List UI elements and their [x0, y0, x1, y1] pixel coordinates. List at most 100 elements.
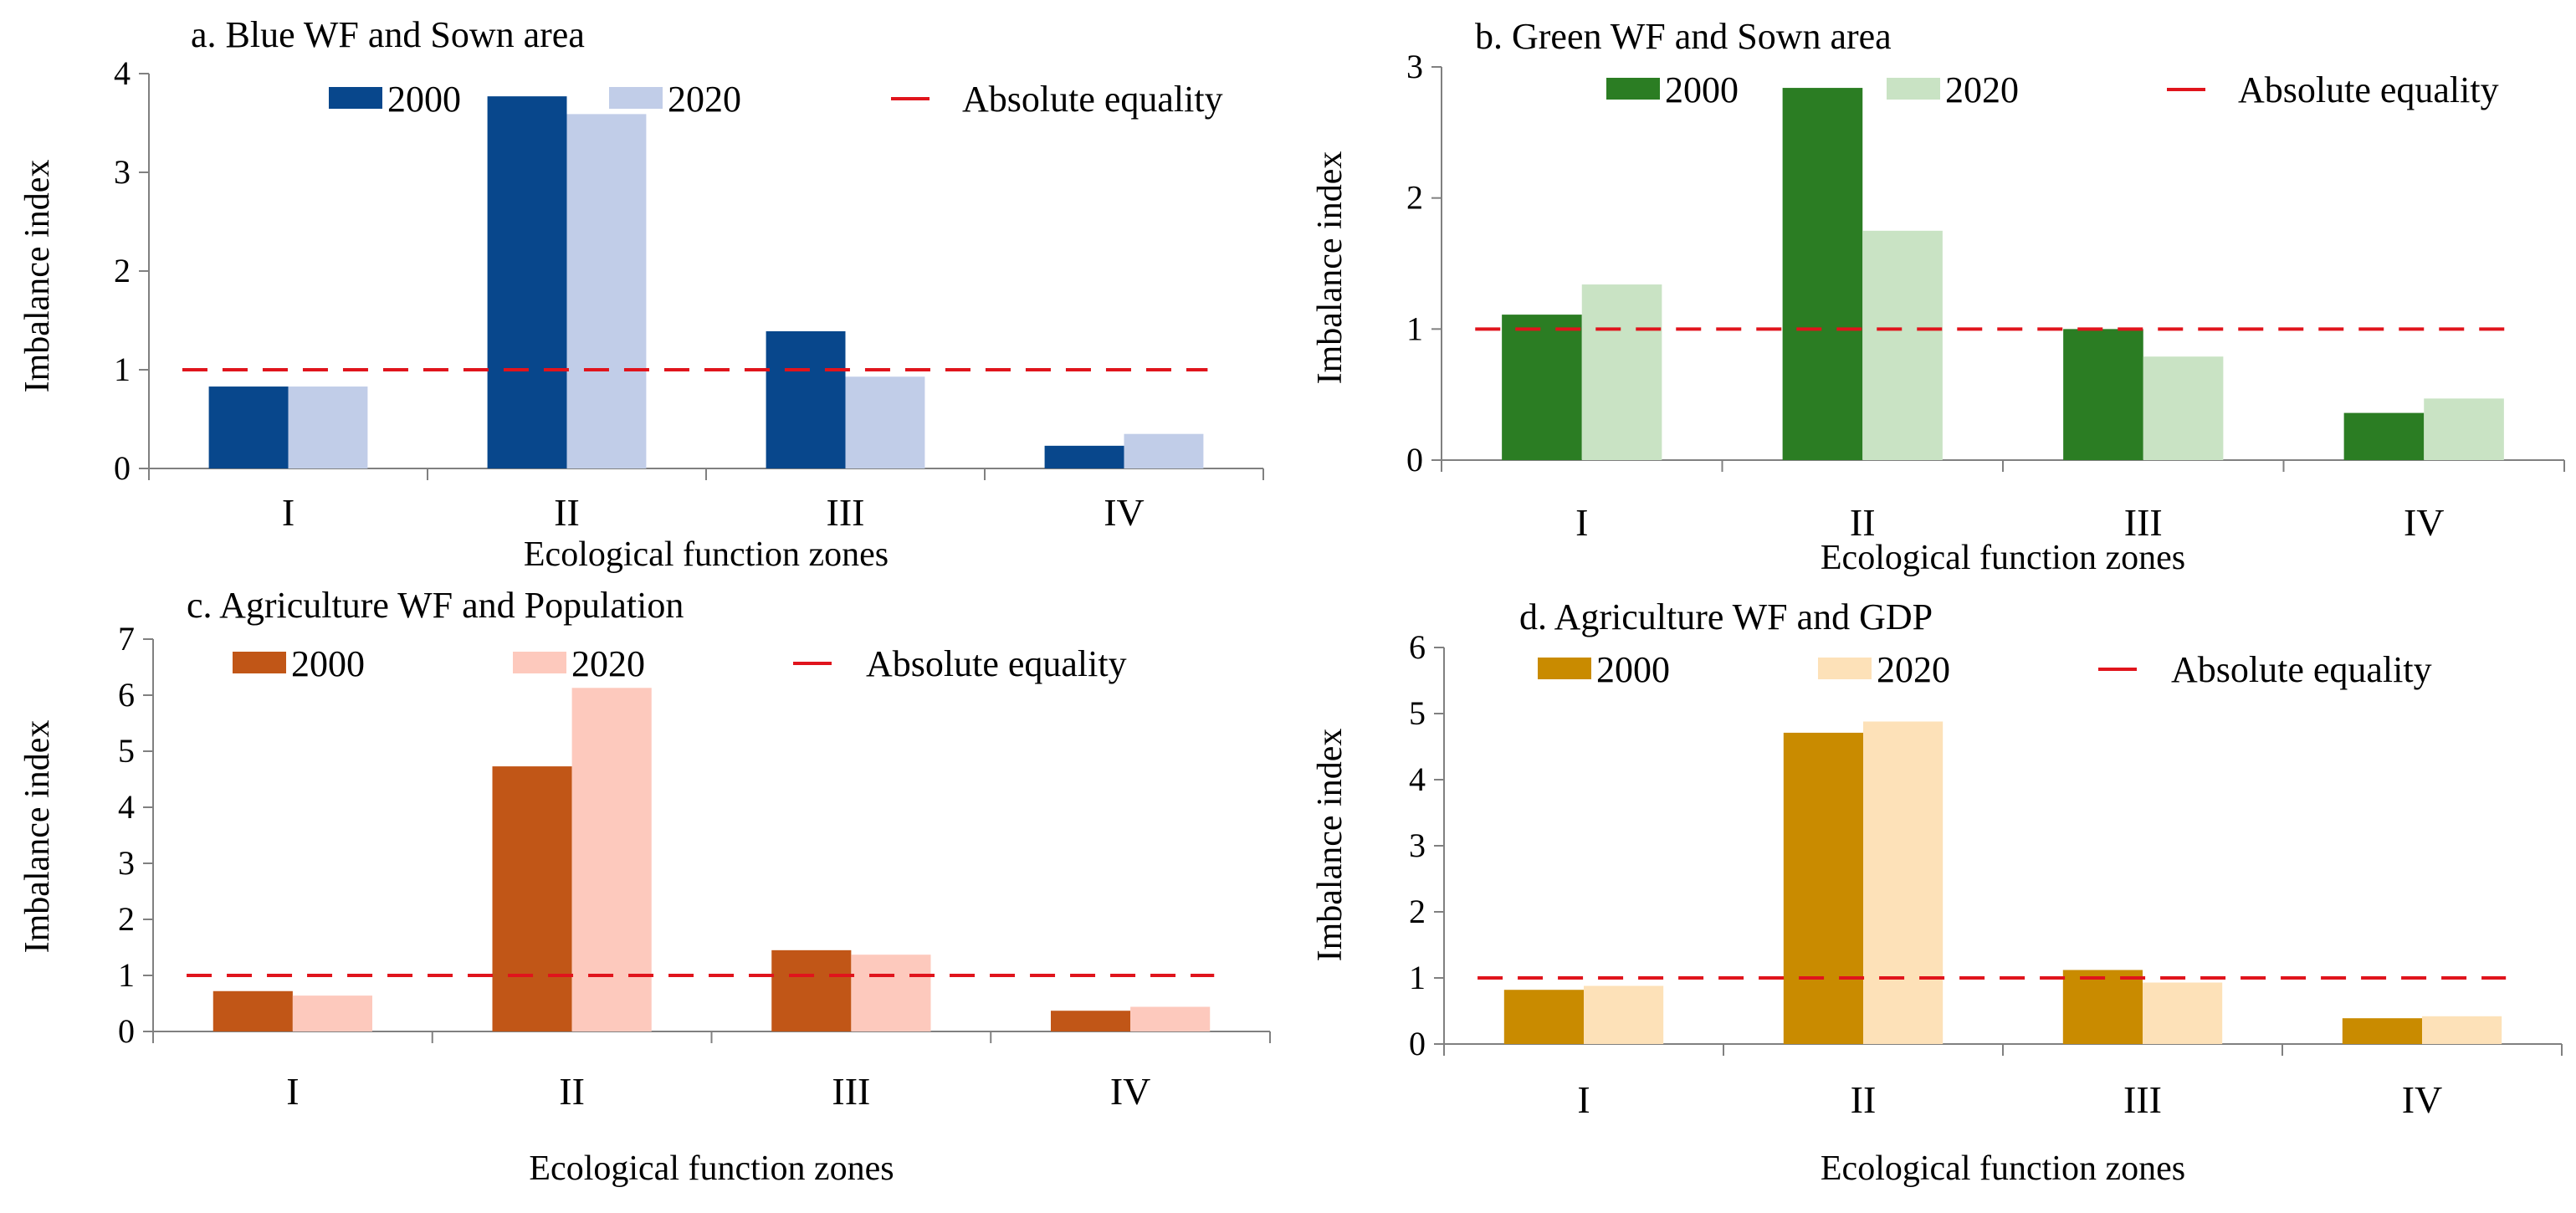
bar-2000-I	[213, 990, 293, 1031]
bar-2000-IV	[1051, 1011, 1131, 1031]
legend-label: 2020	[668, 79, 741, 120]
x-category-label: I	[286, 1070, 299, 1113]
y-axis-label: Imbalance index	[18, 720, 57, 954]
bar-2000-IV	[2342, 1018, 2422, 1044]
x-axis-label: Ecological function zones	[1821, 539, 2185, 577]
y-tick-label: 1	[1406, 310, 1423, 347]
chart-title: d. Agriculture WF and GDP	[1519, 596, 1933, 637]
bar-2000-III	[2063, 329, 2143, 460]
y-tick-label: 3	[1409, 827, 1426, 864]
x-category-label: II	[1850, 501, 1876, 544]
legend-swatch-2020	[609, 87, 663, 109]
x-category-label: I	[1575, 501, 1588, 544]
y-tick-label: 4	[114, 54, 131, 92]
legend: 2000 2020 Absolute equality	[329, 79, 1223, 120]
x-category-label: IV	[1110, 1070, 1151, 1113]
x-category-label: IV	[1104, 491, 1145, 534]
legend: 2000 2020 Absolute equality	[1538, 649, 2432, 690]
y-tick-label: 5	[1409, 694, 1426, 732]
y-tick-label: 0	[1409, 1025, 1426, 1062]
y-tick-label: 2	[1406, 179, 1423, 217]
bar-2020-III	[845, 376, 925, 468]
x-axis-label: Ecological function zones	[524, 535, 889, 574]
bar-2020-I	[292, 995, 372, 1031]
legend-swatch-2000	[329, 87, 382, 109]
y-tick-label: 6	[1409, 628, 1426, 666]
bar-2020-I	[288, 386, 368, 468]
legend-swatch-2000	[233, 652, 286, 673]
bar-2020-IV	[1130, 1006, 1211, 1031]
bar-2000-I	[1502, 315, 1582, 460]
legend-swatch-2020	[1818, 658, 1872, 679]
bar-2000-III	[766, 330, 846, 468]
bar-2000-I	[208, 386, 289, 468]
legend-swatch-2000	[1606, 78, 1660, 100]
chart-panel-c: c. Agriculture WF and Population 0 1 2 3 4 5 6 7…	[18, 585, 1271, 1188]
legend: 2000 2020 Absolute equality	[1606, 69, 2499, 110]
legend-label: 2020	[571, 643, 645, 684]
bar-2000-II	[487, 96, 567, 468]
legend-swatch-2020	[1887, 78, 1940, 100]
x-category-label: II	[1851, 1078, 1877, 1121]
y-tick-label: 4	[1409, 760, 1426, 798]
x-category-label: III	[2124, 501, 2163, 544]
legend-label: 2020	[1877, 649, 1950, 690]
chart-title: b. Green WF and Sown area	[1475, 16, 1892, 57]
y-tick-label: 1	[114, 351, 131, 388]
y-tick-label: 7	[118, 620, 135, 658]
bar-2020-III	[851, 955, 931, 1031]
bar-2020-IV	[2422, 1016, 2502, 1044]
y-tick-label: 0	[118, 1012, 135, 1050]
y-tick-label: 1	[118, 956, 135, 994]
y-tick-label: 3	[114, 153, 131, 191]
legend-swatch-2020	[513, 652, 566, 673]
bar-2020-II	[571, 688, 652, 1031]
x-category-label: II	[559, 1070, 585, 1113]
legend-label: 2000	[1665, 69, 1739, 110]
x-category-label: II	[554, 491, 580, 534]
y-tick-label: 6	[118, 676, 135, 714]
legend-label: Absolute equality	[2238, 69, 2499, 110]
bar-2000-III	[771, 949, 852, 1031]
y-axis-label: Imbalance index	[18, 160, 57, 393]
bar-2000-IV	[1044, 445, 1124, 468]
bar-2020-I	[1581, 284, 1662, 460]
bar-2000-II	[492, 766, 572, 1031]
bar-2000-II	[1783, 732, 1863, 1044]
legend-swatch-2000	[1538, 658, 1591, 679]
y-axis-label: Imbalance index	[1311, 151, 1349, 385]
y-tick-label: 2	[1409, 893, 1426, 930]
x-category-label: III	[2123, 1078, 2162, 1121]
y-tick-label: 1	[1409, 959, 1426, 996]
legend-label: 2000	[291, 643, 365, 684]
bar-2020-III	[2143, 356, 2224, 460]
x-category-label: I	[282, 491, 294, 534]
bar-2000-II	[1782, 88, 1863, 461]
bar-2020-I	[1584, 985, 1664, 1044]
x-axis-label: Ecological function zones	[529, 1149, 894, 1188]
bar-2020-II	[566, 114, 647, 468]
x-category-label: IV	[2402, 1078, 2443, 1121]
bar-2000-IV	[2343, 412, 2425, 460]
legend-label: 2000	[1596, 649, 1670, 690]
y-tick-label: 0	[114, 449, 131, 487]
y-tick-label: 2	[118, 900, 135, 938]
x-axis-label: Ecological function zones	[1821, 1149, 2185, 1188]
y-tick-label: 3	[1406, 48, 1423, 85]
y-tick-label: 5	[118, 732, 135, 770]
bar-2020-IV	[2424, 398, 2504, 460]
y-tick-label: 3	[118, 844, 135, 882]
y-tick-label: 2	[114, 252, 131, 289]
x-category-label: IV	[2404, 501, 2445, 544]
legend-label: 2000	[387, 79, 461, 120]
x-category-label: III	[832, 1070, 870, 1113]
bar-2000-I	[1503, 990, 1584, 1044]
x-category-label: I	[1577, 1078, 1590, 1121]
legend: 2000 2020 Absolute equality	[233, 643, 1127, 684]
y-tick-label: 4	[118, 788, 135, 826]
bar-2000-III	[2062, 970, 2143, 1044]
